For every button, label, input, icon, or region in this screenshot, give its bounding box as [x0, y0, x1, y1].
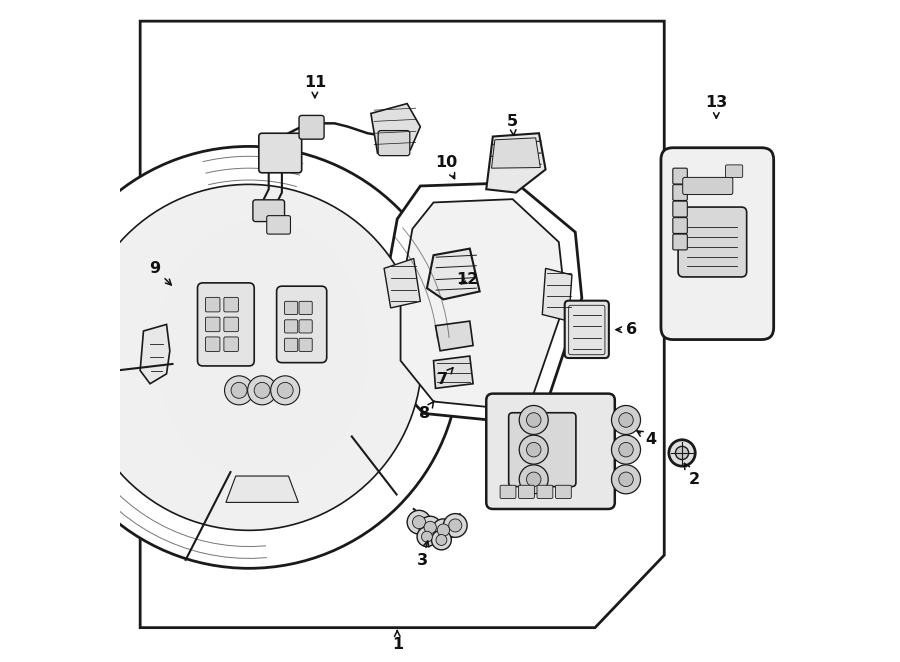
Text: 7: 7 — [436, 368, 453, 387]
FancyBboxPatch shape — [673, 218, 688, 234]
Circle shape — [38, 146, 460, 568]
Text: 8: 8 — [419, 401, 434, 421]
Circle shape — [412, 516, 426, 529]
FancyBboxPatch shape — [266, 216, 291, 234]
Circle shape — [619, 442, 634, 457]
Polygon shape — [140, 324, 170, 384]
Circle shape — [444, 514, 467, 538]
Polygon shape — [486, 133, 545, 193]
Polygon shape — [436, 321, 473, 351]
FancyBboxPatch shape — [500, 485, 516, 498]
FancyBboxPatch shape — [284, 301, 298, 314]
Polygon shape — [226, 476, 299, 502]
FancyBboxPatch shape — [197, 283, 254, 366]
Text: 11: 11 — [303, 75, 326, 98]
FancyBboxPatch shape — [224, 317, 238, 332]
Circle shape — [277, 383, 293, 399]
FancyBboxPatch shape — [673, 185, 688, 201]
Text: 2: 2 — [684, 463, 699, 487]
Polygon shape — [384, 183, 581, 420]
FancyBboxPatch shape — [224, 297, 238, 312]
FancyBboxPatch shape — [284, 338, 298, 352]
Circle shape — [619, 472, 634, 487]
Circle shape — [526, 442, 541, 457]
Polygon shape — [543, 268, 572, 321]
Polygon shape — [384, 258, 420, 308]
Circle shape — [424, 521, 436, 534]
Text: 3: 3 — [417, 541, 429, 568]
Circle shape — [431, 530, 451, 550]
FancyBboxPatch shape — [205, 317, 220, 332]
FancyBboxPatch shape — [299, 320, 312, 333]
FancyBboxPatch shape — [276, 286, 327, 363]
Circle shape — [676, 446, 688, 459]
Circle shape — [611, 406, 641, 434]
FancyBboxPatch shape — [299, 338, 312, 352]
Polygon shape — [491, 138, 540, 168]
Circle shape — [449, 519, 462, 532]
FancyBboxPatch shape — [683, 177, 733, 195]
Text: 9: 9 — [149, 261, 171, 285]
Circle shape — [519, 406, 548, 434]
Text: 10: 10 — [436, 156, 458, 179]
Circle shape — [611, 435, 641, 464]
Text: 12: 12 — [456, 272, 479, 287]
Circle shape — [519, 435, 548, 464]
Polygon shape — [140, 21, 664, 628]
Circle shape — [526, 412, 541, 427]
FancyBboxPatch shape — [508, 412, 576, 487]
FancyBboxPatch shape — [224, 337, 238, 352]
FancyBboxPatch shape — [661, 148, 774, 340]
Circle shape — [421, 531, 432, 542]
FancyBboxPatch shape — [253, 200, 284, 222]
FancyBboxPatch shape — [284, 320, 298, 333]
Polygon shape — [84, 305, 110, 351]
Text: 13: 13 — [706, 95, 727, 118]
FancyBboxPatch shape — [537, 485, 553, 498]
FancyBboxPatch shape — [673, 234, 688, 250]
FancyBboxPatch shape — [673, 168, 688, 184]
Circle shape — [526, 472, 541, 487]
Circle shape — [519, 465, 548, 494]
Circle shape — [248, 376, 276, 405]
FancyBboxPatch shape — [299, 115, 324, 139]
FancyBboxPatch shape — [205, 297, 220, 312]
Circle shape — [231, 383, 247, 399]
Circle shape — [417, 527, 436, 547]
Polygon shape — [400, 199, 565, 407]
Circle shape — [669, 440, 695, 466]
Ellipse shape — [157, 219, 367, 483]
Circle shape — [76, 185, 422, 530]
FancyBboxPatch shape — [518, 485, 535, 498]
FancyBboxPatch shape — [673, 201, 688, 217]
Text: 5: 5 — [507, 114, 518, 136]
Text: 6: 6 — [616, 322, 637, 337]
FancyBboxPatch shape — [205, 337, 220, 352]
Circle shape — [271, 376, 300, 405]
FancyBboxPatch shape — [725, 165, 742, 177]
Circle shape — [619, 412, 634, 427]
Circle shape — [432, 519, 454, 542]
Polygon shape — [427, 249, 480, 299]
Circle shape — [437, 524, 450, 536]
FancyBboxPatch shape — [259, 133, 302, 173]
Circle shape — [611, 465, 641, 494]
Circle shape — [419, 516, 441, 539]
FancyBboxPatch shape — [564, 301, 609, 358]
Circle shape — [436, 534, 447, 545]
Circle shape — [254, 383, 270, 399]
Circle shape — [407, 510, 431, 534]
Polygon shape — [434, 356, 473, 389]
FancyBboxPatch shape — [378, 130, 410, 156]
FancyBboxPatch shape — [678, 207, 747, 277]
Circle shape — [224, 376, 254, 405]
Text: 1: 1 — [392, 631, 403, 652]
FancyBboxPatch shape — [486, 394, 615, 509]
Polygon shape — [371, 103, 420, 153]
Text: 4: 4 — [637, 431, 657, 448]
FancyBboxPatch shape — [299, 301, 312, 314]
FancyBboxPatch shape — [555, 485, 572, 498]
